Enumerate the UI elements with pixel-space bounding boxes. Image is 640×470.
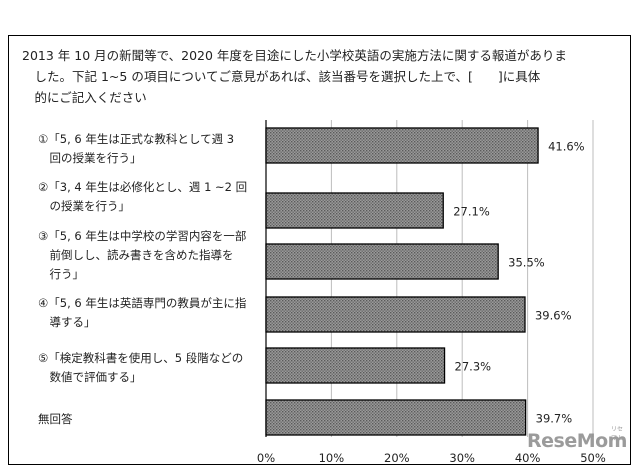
x-tick-label: 0% xyxy=(257,451,275,465)
bar xyxy=(265,399,527,436)
bar xyxy=(265,296,526,333)
x-tick-label: 50% xyxy=(580,451,606,465)
category-label: ⑤「検定教科書を使用し、5 段階などの 数値で評価する」 xyxy=(38,351,244,384)
category-label: ②「3, 4 年生は必修化とし、週 1 ~2 回 の授業を行う」 xyxy=(38,180,248,213)
bars xyxy=(265,127,539,436)
category-label: ③「5, 6 年生は中学校の学習内容を一部 前倒しし、読み書きを含めた指導を 行… xyxy=(38,229,247,281)
value-label: 35.5% xyxy=(508,256,545,270)
question-text: 2013 年 10 月の新聞等で、2020 年度を目途にした小学校英語の実施方法… xyxy=(22,48,567,105)
bar xyxy=(265,347,446,384)
x-tick-label: 30% xyxy=(449,451,475,465)
category-label: ④「5, 6 年生は英語専門の教員が主に指 導する」 xyxy=(38,296,247,329)
bar xyxy=(265,192,444,229)
value-label: 39.6% xyxy=(535,309,572,323)
x-tick-label: 40% xyxy=(515,451,541,465)
chart-frame xyxy=(8,35,631,465)
watermark-sub: リセマム xyxy=(611,426,624,442)
value-label: 39.7% xyxy=(536,412,573,426)
bar xyxy=(265,127,539,164)
x-tick-labels: 0% 10% 20% 30% 40% 50% xyxy=(257,451,606,465)
value-label: 27.3% xyxy=(455,360,492,374)
x-tick-label: 20% xyxy=(384,451,410,465)
value-label: 27.1% xyxy=(453,205,490,219)
x-tick-label: 10% xyxy=(319,451,345,465)
bar xyxy=(265,243,499,280)
value-labels: 41.6% 27.1% 35.5% 39.6% 27.3% 39.7% xyxy=(453,140,584,426)
category-label: ①「5, 6 年生は正式な教科として週 3 回の授業を行う」 xyxy=(38,132,235,165)
watermark-text: ReseMom xyxy=(527,430,627,452)
value-label: 41.6% xyxy=(548,140,585,154)
resemom-watermark: ReseMom リセマム xyxy=(527,426,627,452)
category-label: 無回答 xyxy=(38,412,73,426)
